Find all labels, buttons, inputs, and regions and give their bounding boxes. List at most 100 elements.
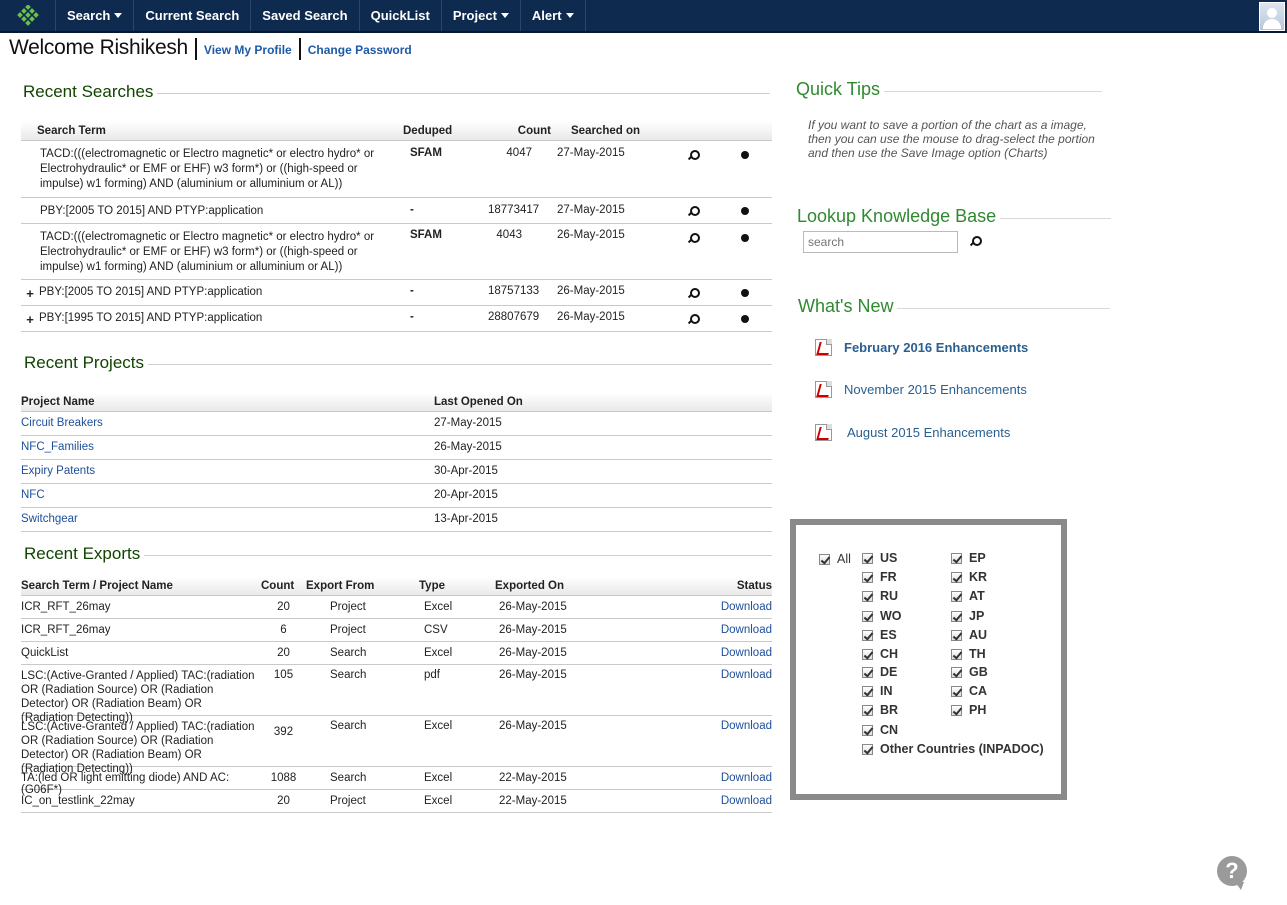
nav-alert[interactable]: Alert (521, 0, 586, 31)
download-link[interactable]: Download (720, 624, 772, 636)
export-type: Excel (424, 720, 453, 732)
checkbox-icon[interactable] (951, 666, 962, 678)
export-term: LSC:(Active-Granted / Applied) TAC:(radi… (21, 670, 255, 724)
nav-current-search[interactable]: Current Search (134, 0, 252, 31)
search-icon[interactable] (688, 288, 700, 298)
checkbox-icon[interactable] (862, 685, 873, 697)
expand-icon[interactable] (26, 147, 40, 192)
checkbox-country[interactable]: BR (862, 703, 898, 717)
nav-saved-search[interactable]: Saved Search (251, 0, 360, 31)
delete-icon[interactable] (741, 289, 749, 297)
search-icon[interactable] (688, 233, 700, 243)
checkbox-icon[interactable] (951, 571, 962, 583)
checkbox-icon[interactable] (951, 610, 962, 622)
checkbox-icon[interactable] (819, 553, 830, 565)
checkbox-country[interactable]: DE (862, 665, 897, 679)
delete-icon[interactable] (741, 315, 749, 323)
expand-icon[interactable]: + (26, 286, 34, 301)
whats-new-link[interactable]: August 2015 Enhancements (847, 425, 1011, 440)
nav-search[interactable]: Search (56, 0, 135, 31)
nav-quicklist[interactable]: QuickList (360, 0, 442, 31)
checkbox-label: RU (880, 589, 899, 603)
expand-icon[interactable]: + (26, 312, 34, 327)
search-icon[interactable] (688, 314, 700, 324)
project-link[interactable]: NFC (21, 489, 45, 501)
download-link[interactable]: Download (720, 647, 772, 659)
checkbox-icon[interactable] (862, 704, 873, 716)
checkbox-icon[interactable] (862, 571, 873, 583)
table-row: QuickList 20 Search Excel 26-May-2015 Do… (21, 642, 772, 665)
project-link[interactable]: Expiry Patents (21, 465, 96, 477)
checkbox-country[interactable]: US (862, 551, 897, 565)
checkbox-country[interactable]: AT (951, 589, 985, 603)
search-icon[interactable] (688, 206, 700, 216)
whats-new-link[interactable]: February 2016 Enhancements (844, 340, 1029, 355)
project-link[interactable]: Circuit Breakers (21, 417, 103, 429)
delete-icon[interactable] (741, 207, 749, 215)
app-logo[interactable] (0, 0, 56, 31)
checkbox-icon[interactable] (862, 610, 873, 622)
whats-new-item[interactable]: November 2015 Enhancements (815, 381, 1027, 398)
checkbox-country[interactable]: PH (951, 703, 986, 717)
checkbox-icon[interactable] (951, 704, 962, 716)
exported-on: 22-May-2015 (499, 795, 567, 807)
knowledge-base-search-input[interactable] (803, 231, 958, 253)
checkbox-icon[interactable] (862, 552, 873, 564)
checkbox-country[interactable]: KR (951, 570, 987, 584)
checkbox-label: CN (880, 723, 899, 737)
checkbox-country[interactable]: EP (951, 551, 986, 565)
project-link[interactable]: NFC_Families (21, 441, 94, 453)
checkbox-icon[interactable] (862, 743, 873, 755)
knowledge-base-search-icon[interactable] (970, 236, 982, 246)
checkbox-country[interactable]: TH (951, 647, 986, 661)
help-icon[interactable]: ? (1217, 856, 1247, 890)
checkbox-country[interactable]: CH (862, 647, 898, 661)
checkbox-icon[interactable] (951, 685, 962, 697)
checkbox-icon[interactable] (951, 648, 962, 660)
checkbox-icon[interactable] (951, 552, 962, 564)
checkbox-country[interactable]: CN (862, 723, 898, 737)
checkbox-icon[interactable] (862, 648, 873, 660)
download-link[interactable]: Download (720, 720, 772, 732)
checkbox-country[interactable]: CA (951, 684, 987, 698)
change-password-link[interactable]: Change Password (307, 43, 412, 57)
view-profile-link[interactable]: View My Profile (203, 43, 292, 57)
download-link[interactable]: Download (720, 601, 772, 613)
checkbox-label: FR (880, 570, 897, 584)
export-term: ICR_RFT_26may (21, 601, 111, 613)
download-link[interactable]: Download (720, 772, 772, 784)
delete-icon[interactable] (741, 234, 749, 242)
count-value: 18773417 (488, 204, 540, 216)
checkbox-icon[interactable] (862, 724, 873, 736)
checkbox-country[interactable]: WO (862, 609, 902, 623)
project-link[interactable]: Switchgear (21, 513, 78, 525)
delete-icon[interactable] (741, 151, 749, 159)
download-link[interactable]: Download (720, 669, 772, 681)
nav-project[interactable]: Project (442, 0, 521, 31)
checkbox-country[interactable]: AU (951, 628, 987, 642)
search-icon[interactable] (688, 150, 700, 160)
checkbox-country[interactable]: JP (951, 609, 984, 623)
expand-icon[interactable] (26, 230, 40, 275)
checkbox-country[interactable]: FR (862, 570, 897, 584)
exported-on: 26-May-2015 (499, 647, 567, 659)
col-export-count: Count (261, 580, 295, 592)
checkbox-country[interactable]: GB (951, 665, 988, 679)
checkbox-icon[interactable] (951, 629, 962, 641)
checkbox-icon[interactable] (862, 590, 873, 602)
whats-new-item[interactable]: February 2016 Enhancements (815, 339, 1028, 356)
checkbox-all[interactable]: All (819, 552, 851, 566)
expand-icon[interactable] (26, 205, 40, 217)
checkbox-country[interactable]: ES (862, 628, 897, 642)
checkbox-icon[interactable] (862, 629, 873, 641)
whats-new-link[interactable]: November 2015 Enhancements (844, 382, 1027, 397)
checkbox-other-countries[interactable]: Other Countries (INPADOC) (862, 742, 1044, 756)
nav-spacer (586, 0, 1259, 31)
checkbox-icon[interactable] (951, 590, 962, 602)
download-link[interactable]: Download (720, 795, 772, 807)
user-avatar-icon[interactable] (1259, 2, 1285, 31)
checkbox-country[interactable]: IN (862, 684, 893, 698)
checkbox-icon[interactable] (862, 666, 873, 678)
checkbox-country[interactable]: RU (862, 589, 898, 603)
whats-new-item[interactable]: August 2015 Enhancements (815, 424, 1010, 441)
